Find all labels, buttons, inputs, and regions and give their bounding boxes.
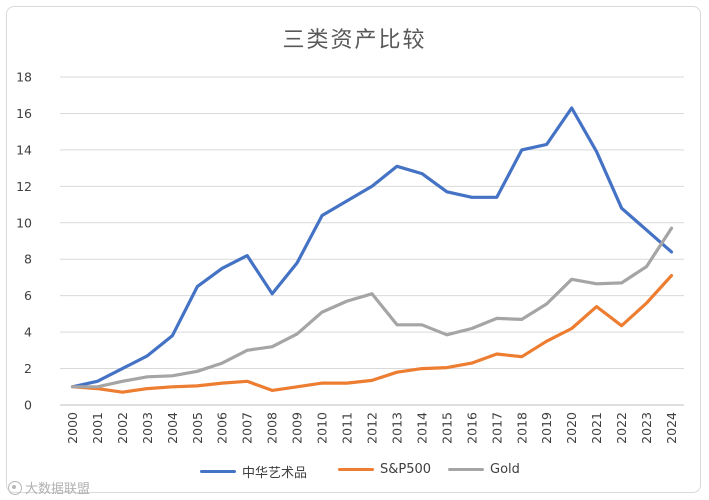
x-tick-label: 2022	[614, 412, 629, 444]
y-tick-label: 8	[24, 252, 32, 267]
watermark: 大数据联盟	[8, 478, 90, 497]
legend-label: S&P500	[380, 462, 432, 477]
x-tick-label: 2009	[290, 412, 305, 444]
x-tick-label: 2004	[165, 412, 180, 444]
y-tick-label: 16	[16, 106, 32, 121]
legend-label: Gold	[490, 462, 520, 477]
series-line-2	[70, 226, 674, 389]
x-tick-label: 2023	[639, 412, 654, 444]
x-tick-label: 2005	[190, 412, 205, 444]
y-tick-label: 14	[16, 142, 32, 157]
series-line-0	[70, 106, 674, 389]
y-tick-label: 18	[16, 70, 32, 85]
x-tick-label: 2016	[464, 412, 479, 444]
x-tick-label: 2015	[439, 412, 454, 444]
x-tick-label: 2008	[265, 412, 280, 444]
x-tick-label: 2024	[664, 412, 679, 444]
x-tick-label: 2013	[389, 412, 404, 444]
legend-item-series-2: Gold	[448, 462, 520, 477]
watermark-text: 大数据联盟	[25, 482, 91, 497]
legend-item-series-0: 中华艺术品	[200, 462, 307, 481]
x-tick-label: 2017	[489, 412, 504, 444]
x-tick-label: 2020	[564, 412, 579, 444]
chart-legend: 中华艺术品 S&P500 Gold	[0, 462, 709, 482]
x-tick-label: 2002	[115, 412, 130, 444]
x-tick-label: 2010	[315, 412, 330, 444]
x-tick-label: 2021	[589, 412, 604, 444]
x-tick-label: 2001	[90, 412, 105, 444]
x-tick-label: 2011	[340, 412, 355, 444]
x-tick-label: 2018	[514, 412, 529, 444]
watermark-logo-icon	[8, 480, 22, 495]
y-tick-label: 10	[16, 215, 32, 230]
x-tick-label: 2014	[414, 412, 429, 444]
x-tick-label: 2007	[240, 412, 255, 444]
chart-card	[6, 6, 701, 493]
x-tick-label: 2019	[539, 412, 554, 444]
x-tick-label: 2000	[65, 412, 80, 444]
chart-title: 三类资产比较	[282, 28, 427, 53]
legend-swatch	[200, 470, 236, 473]
x-tick-label: 2006	[215, 412, 230, 444]
y-tick-label: 12	[16, 179, 32, 194]
y-tick-label: 4	[24, 325, 32, 340]
y-tick-label: 0	[24, 398, 32, 413]
series-line-1	[70, 274, 674, 394]
legend-item-series-1: S&P500	[338, 462, 431, 477]
x-tick-label: 2003	[140, 412, 155, 444]
legend-swatch	[448, 468, 484, 471]
y-tick-label: 2	[24, 361, 32, 376]
x-tick-label: 2012	[365, 412, 380, 444]
y-tick-label: 6	[24, 288, 32, 303]
legend-swatch	[338, 468, 374, 471]
legend-label: 中华艺术品	[242, 466, 308, 481]
